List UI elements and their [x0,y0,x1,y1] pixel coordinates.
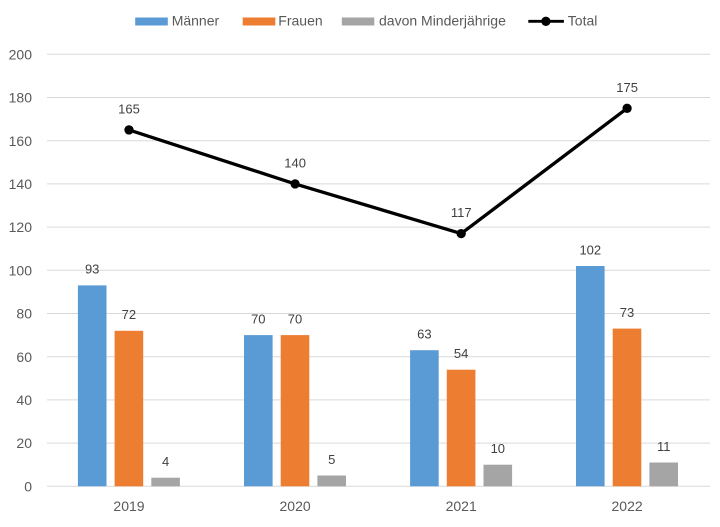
svg-text:2019: 2019 [113,498,144,514]
svg-text:2021: 2021 [446,498,477,514]
svg-text:10: 10 [491,441,505,456]
svg-text:140: 140 [9,176,33,192]
svg-text:Frauen: Frauen [278,13,322,29]
svg-text:175: 175 [616,80,638,95]
svg-text:180: 180 [9,90,33,106]
svg-text:40: 40 [16,392,32,408]
svg-text:72: 72 [122,307,136,322]
svg-text:117: 117 [451,205,472,220]
svg-text:73: 73 [620,305,634,320]
svg-text:2020: 2020 [280,498,311,514]
svg-text:102: 102 [579,242,601,257]
svg-text:54: 54 [454,346,468,361]
svg-text:Männer: Männer [172,13,220,29]
svg-text:63: 63 [417,327,431,342]
svg-text:70: 70 [251,311,265,326]
svg-text:2022: 2022 [612,498,643,514]
svg-text:davon Minderjährige: davon Minderjährige [379,13,506,29]
svg-text:20: 20 [16,435,32,451]
svg-text:4: 4 [162,454,169,469]
svg-text:160: 160 [9,133,33,149]
svg-text:140: 140 [284,156,306,171]
svg-text:0: 0 [24,478,32,494]
svg-text:120: 120 [9,219,33,235]
svg-text:70: 70 [288,311,302,326]
svg-text:93: 93 [85,262,99,277]
svg-text:5: 5 [328,452,335,467]
svg-text:165: 165 [118,102,140,117]
svg-text:11: 11 [657,439,671,454]
svg-text:100: 100 [9,262,33,278]
svg-text:Total: Total [568,13,598,29]
svg-text:60: 60 [16,349,32,365]
svg-text:80: 80 [16,306,32,322]
svg-text:200: 200 [9,46,33,62]
